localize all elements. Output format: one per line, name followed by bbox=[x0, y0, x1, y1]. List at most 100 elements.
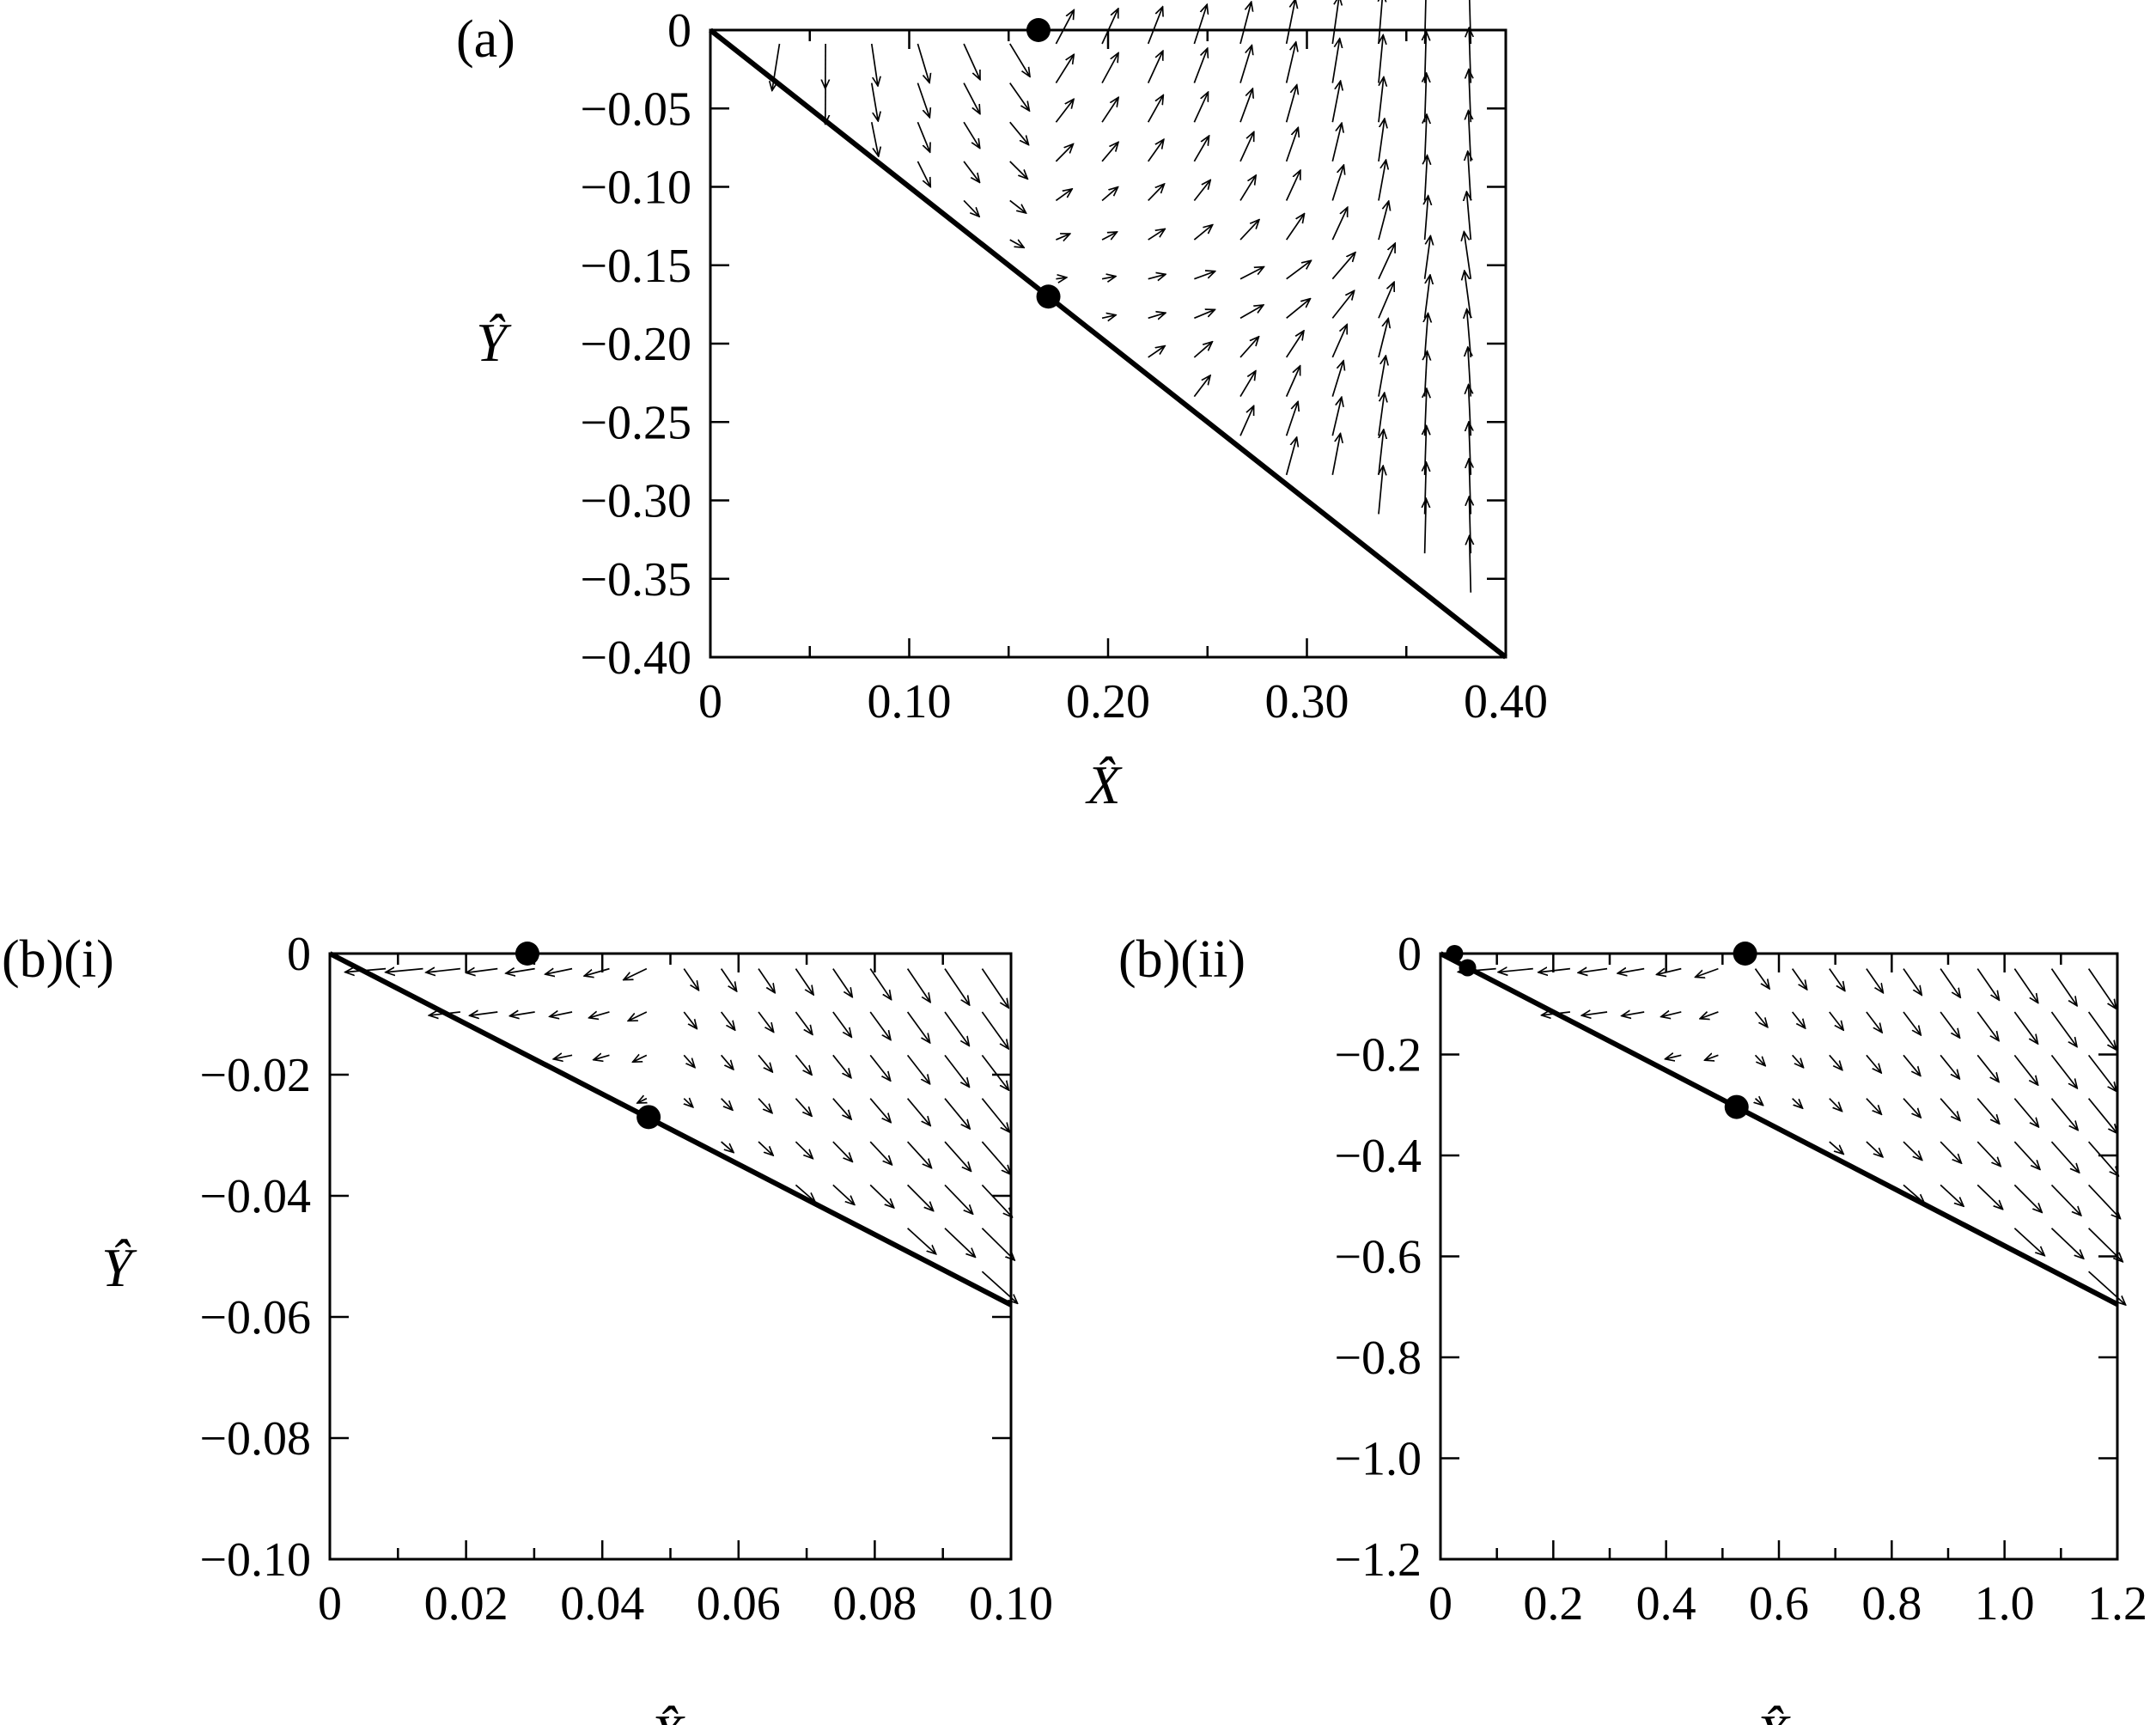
y-tick-label: −0.30 bbox=[580, 475, 691, 528]
vector-arrow bbox=[963, 82, 980, 114]
vector-arrow bbox=[594, 1055, 610, 1059]
x-tick-label: 0.20 bbox=[1066, 675, 1150, 728]
vector-arrow bbox=[1976, 1098, 1999, 1124]
panel-a-label: (a) bbox=[456, 10, 515, 69]
vector-arrow bbox=[1285, 0, 1295, 45]
panel-b-ii-frame bbox=[1439, 952, 2119, 1561]
vector-arrow bbox=[1940, 1184, 1964, 1206]
x-tick-label: 0 bbox=[1428, 1577, 1453, 1631]
fixed-point bbox=[1026, 18, 1051, 42]
vector-arrow bbox=[981, 968, 1008, 1009]
y-tick-label: 0 bbox=[1398, 928, 1422, 981]
vector-arrow bbox=[721, 1141, 734, 1153]
y-tick-label: −0.20 bbox=[580, 318, 691, 371]
vector-arrow bbox=[1976, 1184, 2002, 1209]
vector-arrow bbox=[720, 968, 737, 991]
vector-arrow bbox=[869, 1141, 892, 1165]
vector-arrow bbox=[1148, 184, 1165, 202]
vector-arrow bbox=[1425, 196, 1428, 241]
vector-arrow bbox=[1286, 260, 1312, 280]
panel-b-i-ticks bbox=[328, 952, 1013, 1561]
vector-arrow bbox=[1425, 155, 1428, 201]
vector-arrow bbox=[981, 1011, 1008, 1049]
vector-arrow bbox=[1756, 1099, 1763, 1106]
vector-arrow bbox=[2050, 1054, 2077, 1088]
vector-arrow bbox=[545, 969, 573, 974]
vector-arrow bbox=[869, 968, 891, 1000]
vector-arrow bbox=[1009, 199, 1026, 213]
y-tick-label: −0.2 bbox=[1334, 1029, 1422, 1082]
vector-arrow bbox=[1903, 968, 1922, 996]
vector-arrow bbox=[795, 968, 813, 995]
vector-arrow bbox=[1055, 10, 1074, 45]
panel-b-i-boundary bbox=[328, 951, 1013, 1307]
y-tick-label: −1.2 bbox=[1334, 1533, 1422, 1587]
x-tick-label: 0.04 bbox=[560, 1577, 644, 1631]
y-tick-label: −0.8 bbox=[1334, 1332, 1422, 1385]
panel-b-i-label: (b)(i) bbox=[2, 930, 114, 989]
vector-arrow bbox=[683, 968, 698, 991]
vector-arrow bbox=[1940, 968, 1960, 998]
vector-arrow bbox=[1239, 405, 1254, 436]
vector-arrow bbox=[1009, 239, 1024, 247]
vector-arrow bbox=[2050, 968, 2077, 1006]
vector-arrow bbox=[1581, 1012, 1608, 1015]
vector-arrow bbox=[1285, 85, 1297, 123]
vector-arrow bbox=[917, 121, 929, 152]
y-tick-label: −0.15 bbox=[580, 240, 691, 293]
vector-arrow bbox=[550, 1012, 573, 1016]
vector-arrow bbox=[1829, 1054, 1842, 1070]
vector-arrow bbox=[758, 1054, 772, 1072]
vector-arrow bbox=[2087, 1054, 2116, 1091]
vector-arrow bbox=[584, 967, 610, 976]
vector-arrow bbox=[832, 1011, 851, 1037]
vector-arrow bbox=[1940, 1011, 1959, 1038]
vector-arrow bbox=[466, 969, 498, 973]
vector-arrow bbox=[944, 1011, 969, 1045]
vector-arrow bbox=[917, 161, 930, 187]
vector-arrow bbox=[1331, 123, 1342, 162]
vector-arrow bbox=[870, 82, 878, 121]
vector-arrow bbox=[1331, 253, 1355, 280]
vector-arrow bbox=[832, 1098, 851, 1119]
vector-arrow bbox=[1379, 0, 1383, 45]
vector-arrow bbox=[1866, 1141, 1883, 1157]
vector-arrow bbox=[1193, 4, 1207, 45]
vector-arrow bbox=[2050, 1098, 2078, 1131]
x-tick-label: 0.02 bbox=[424, 1577, 509, 1631]
vector-arrow bbox=[944, 968, 970, 1005]
vector-arrow bbox=[1792, 1054, 1804, 1067]
panel-b-ii: (b)(ii) 0 0.2 0.4 0.6 0.8 1.0 1.2 0 −0.2 −0.4 −0.… bbox=[1118, 928, 2147, 1725]
vector-arrow bbox=[2087, 968, 2116, 1009]
vector-arrow bbox=[553, 1055, 573, 1058]
vector-arrow bbox=[1866, 1098, 1881, 1114]
vector-arrow bbox=[906, 1098, 931, 1126]
vector-arrow bbox=[795, 1098, 812, 1117]
panel-b-i-arrows bbox=[345, 969, 1018, 1304]
x-tick-label: 0.10 bbox=[969, 1577, 1053, 1631]
vector-arrow bbox=[906, 1141, 932, 1168]
vector-arrow bbox=[1378, 356, 1386, 397]
y-tick-label: −1.0 bbox=[1334, 1433, 1422, 1486]
vector-arrow bbox=[637, 1099, 647, 1103]
vector-arrow bbox=[832, 1141, 853, 1161]
vector-arrow bbox=[1101, 53, 1118, 83]
y-tick-label: −0.25 bbox=[580, 396, 691, 449]
vector-arrow bbox=[470, 1012, 498, 1015]
x-tick-label: 0.6 bbox=[1749, 1577, 1809, 1631]
vector-arrow bbox=[1055, 144, 1073, 162]
vector-arrow bbox=[1378, 319, 1388, 358]
vector-arrow bbox=[2050, 1141, 2079, 1173]
vector-arrow bbox=[509, 1012, 535, 1016]
vector-arrow bbox=[1903, 1141, 1922, 1160]
panel-b-i: (b)(i) 0 0.02 0.04 0.06 0.08 0.10 0 −0.02 −0.04… bbox=[2, 928, 1053, 1725]
vector-arrow bbox=[1194, 309, 1215, 320]
vector-arrow bbox=[944, 1054, 969, 1087]
vector-arrow bbox=[832, 968, 852, 997]
vector-arrow bbox=[1378, 160, 1386, 201]
fixed-point bbox=[1446, 945, 1464, 962]
vector-arrow bbox=[981, 1228, 1014, 1260]
vector-arrow bbox=[1239, 371, 1256, 398]
y-tick-label: −0.02 bbox=[199, 1049, 311, 1102]
vector-arrow bbox=[1940, 1098, 1960, 1121]
